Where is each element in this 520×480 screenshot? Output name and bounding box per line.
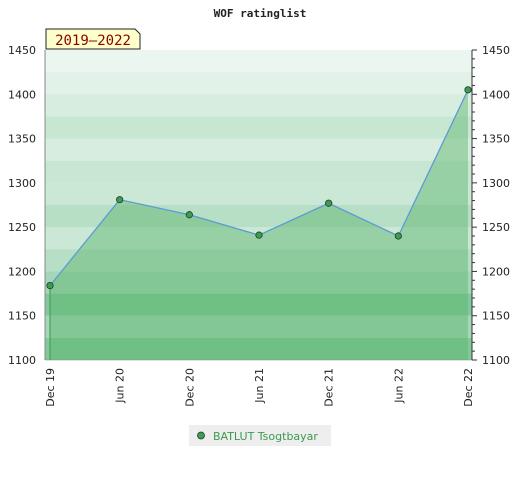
background-band: [45, 249, 472, 272]
background-band: [45, 271, 472, 294]
data-point: [394, 232, 402, 240]
data-point: [116, 196, 124, 204]
y-tick-label-left: 1200: [8, 265, 36, 278]
x-tick-label: Jun 20: [114, 368, 127, 404]
y-tick-label-left: 1150: [8, 310, 36, 323]
data-markers: [46, 86, 472, 290]
x-tick-label: Jun 22: [392, 368, 405, 404]
background-band: [45, 94, 472, 117]
x-tick-label: Dec 21: [323, 368, 336, 407]
background-band: [45, 50, 472, 73]
y-tick-label-right: 1250: [482, 221, 510, 234]
data-point: [46, 281, 54, 290]
x-tick-label: Dec 22: [462, 368, 475, 407]
y-tick-label-right: 1100: [482, 354, 510, 367]
y-tick-label-left: 1300: [8, 177, 36, 190]
background-band: [45, 293, 472, 316]
y-tick-label-right: 1300: [482, 177, 510, 190]
tick-labels: 1100 1100 1150 1150 1200 1200 1250 1250 1300 1300…: [8, 44, 510, 407]
series-area: [50, 89, 468, 360]
y-tick-label-right: 1350: [482, 133, 510, 146]
y-tick-label-right: 1150: [482, 310, 510, 323]
background-band: [45, 72, 472, 95]
background-band: [45, 116, 472, 139]
y-tick-label-right: 1450: [482, 44, 510, 57]
period-label-bg: [45, 28, 141, 50]
legend-marker: [197, 431, 205, 440]
period-label: 2019–2022: [55, 33, 131, 49]
data-point: [325, 199, 333, 207]
axes: [44, 49, 477, 361]
chart-title: WOF ratinglist: [214, 7, 307, 20]
background-bands: [45, 50, 472, 360]
background-band: [45, 205, 472, 228]
legend: BATLUT Tsogtbayar: [189, 425, 331, 446]
data-point: [464, 86, 472, 94]
x-tick-label: Jun 21: [253, 368, 266, 404]
x-tick-label: Dec 20: [183, 368, 196, 407]
background-band: [45, 138, 472, 161]
y-tick-label-left: 1450: [8, 44, 36, 57]
background-band: [45, 337, 472, 360]
y-tick-label-left: 1350: [8, 133, 36, 146]
background-band: [45, 182, 472, 205]
y-tick-label-left: 1100: [8, 354, 36, 367]
data-point: [255, 231, 263, 239]
background-band: [45, 315, 472, 338]
data-point: [185, 211, 193, 219]
period-label-box: 2019–2022: [45, 28, 141, 50]
y-tick-label-right: 1400: [482, 88, 510, 101]
y-tick-label-right: 1200: [482, 265, 510, 278]
y-tick-label-left: 1250: [8, 221, 36, 234]
background-band: [45, 160, 472, 183]
x-tick-label: Dec 19: [44, 368, 57, 407]
y-tick-label-left: 1400: [8, 88, 36, 101]
legend-background: [189, 425, 331, 446]
legend-label: BATLUT Tsogtbayar: [213, 430, 318, 443]
